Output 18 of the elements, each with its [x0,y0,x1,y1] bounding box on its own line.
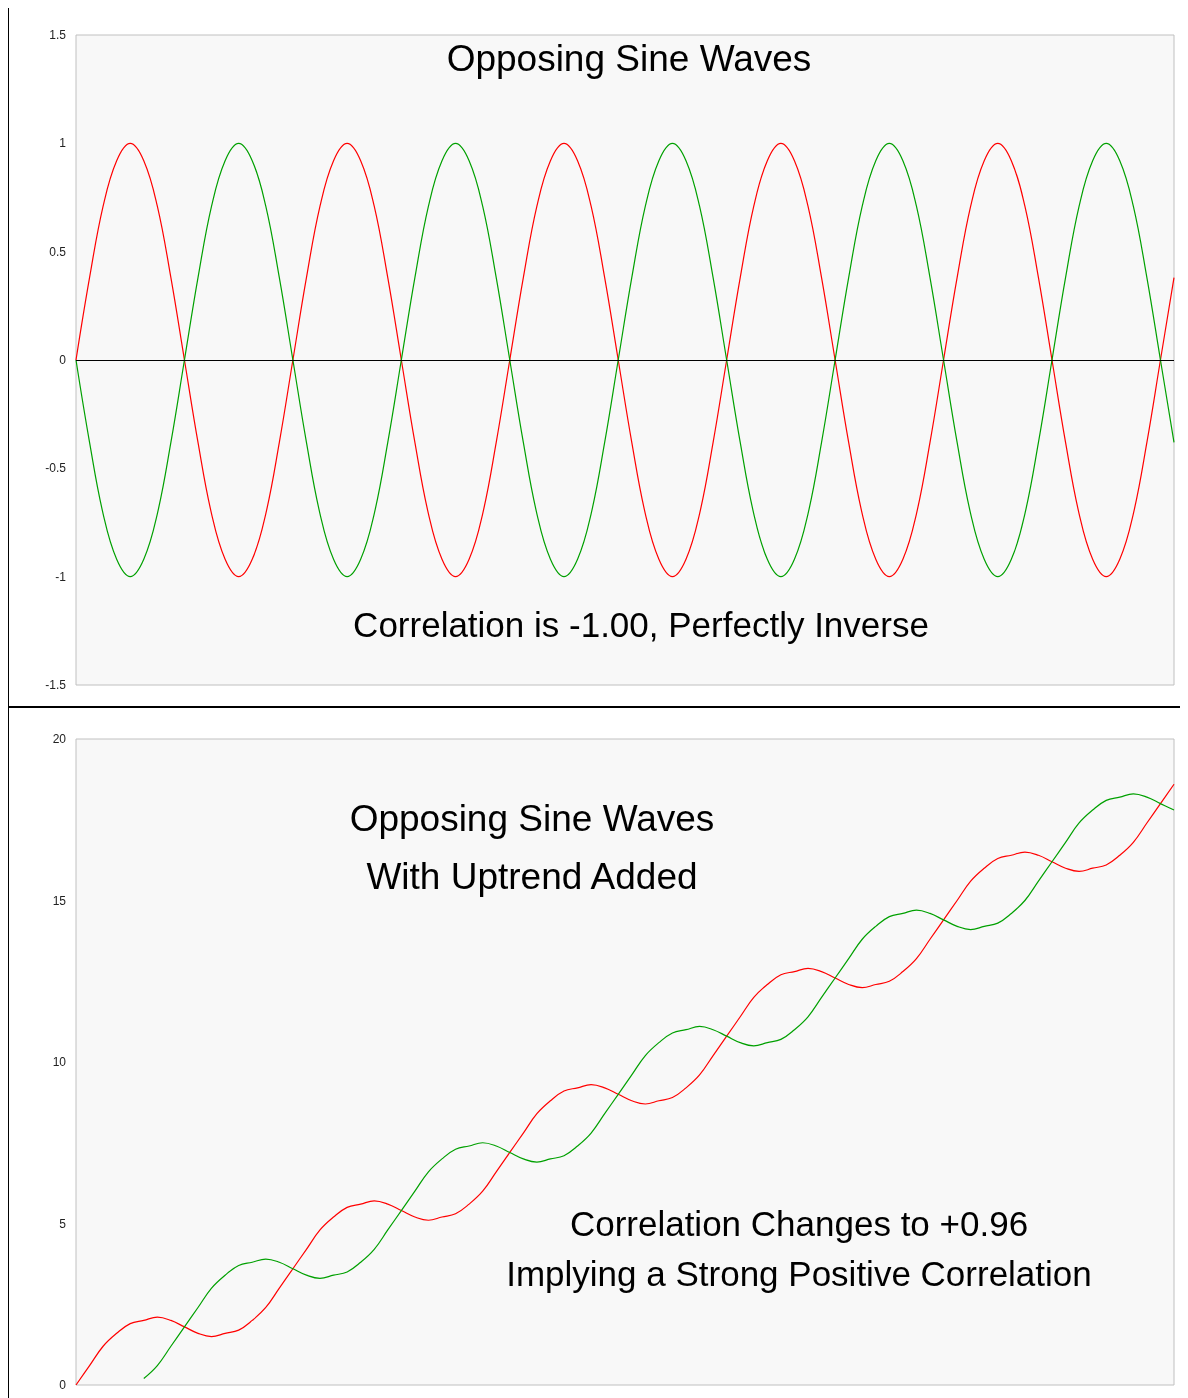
text: With Uptrend Added [366,855,698,897]
y-tick-label: 0 [59,353,67,367]
y-tick-label: 10 [52,1055,67,1069]
annotation: Implying a Strong Positive Correlation [506,1253,1092,1293]
y-tick-label: -1 [55,569,67,584]
y-tick-label: 1.5 [49,28,67,42]
y-tick-label: 1 [59,136,67,151]
y-tick-label: -1.5 [45,678,67,692]
annotation: Correlation is -1.00, Perfectly Inverse [353,604,929,644]
y-tick-label: 20 [52,732,67,746]
y-tick-label: 0.5 [49,244,67,259]
y-tick-label: 5 [59,1216,67,1231]
text: Opposing Sine Waves [349,797,715,839]
y-tick-label: 15 [52,893,67,908]
y-tick-label: 0 [59,1378,67,1392]
chart-title: Opposing Sine Waves [446,37,812,79]
y-tick-label: -0.5 [45,461,67,476]
annotation: Correlation Changes to +0.96 [569,1203,1029,1243]
